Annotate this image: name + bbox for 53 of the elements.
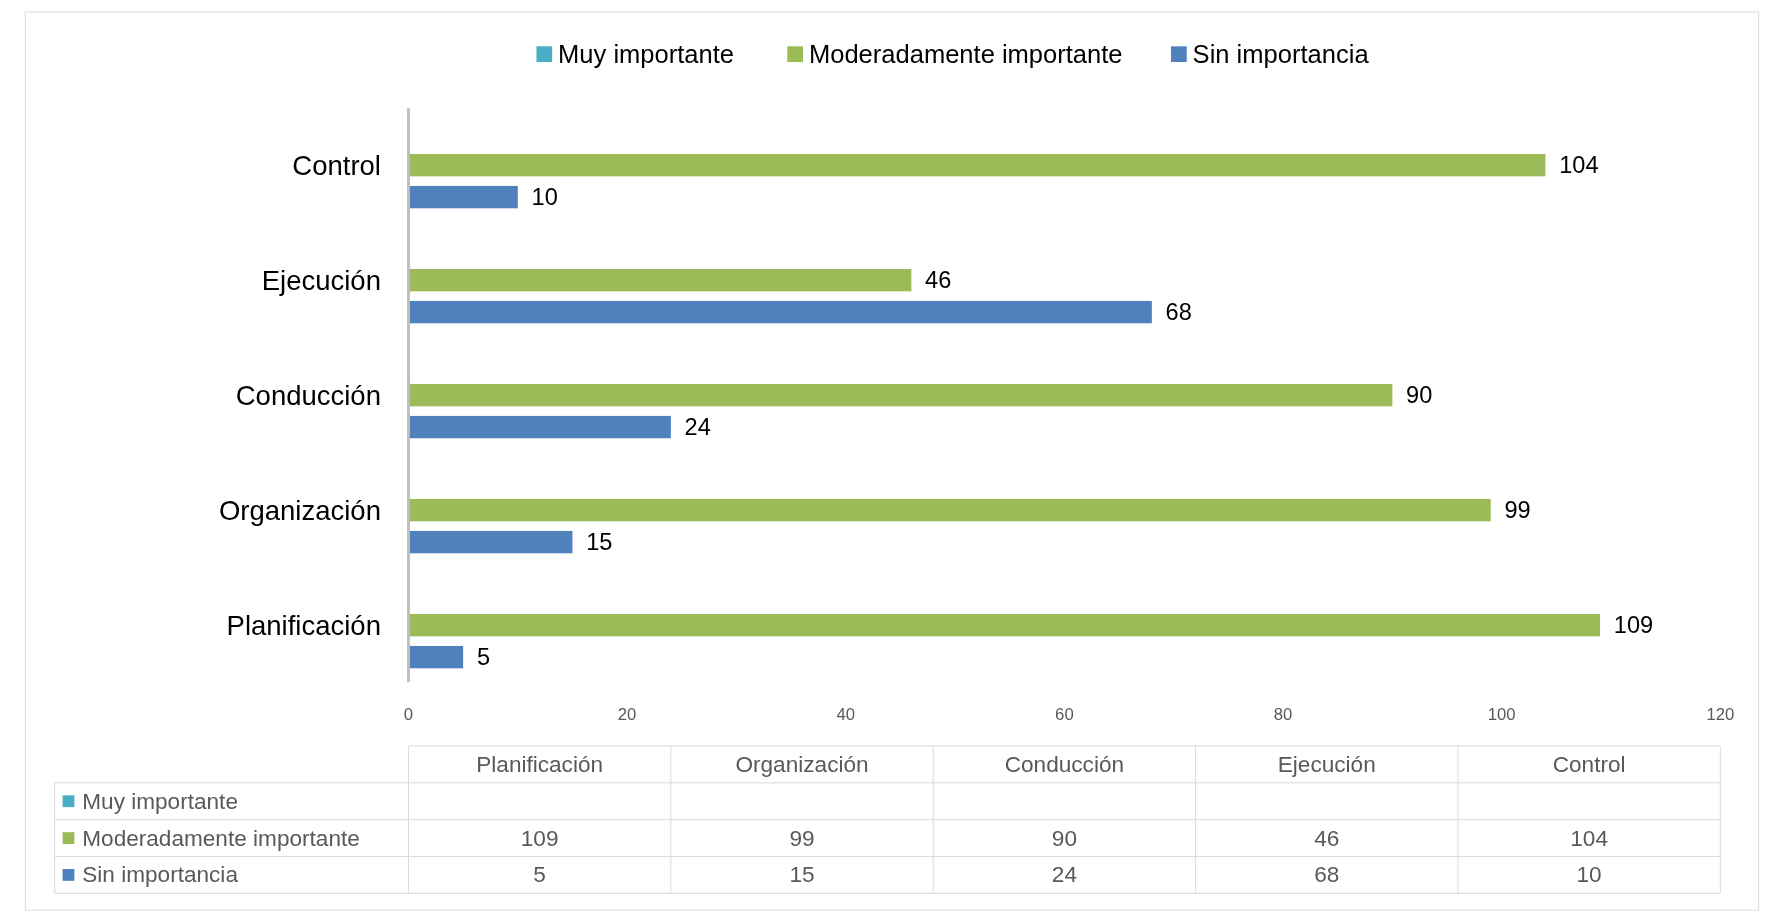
bar: [408, 645, 464, 669]
category-label: Planificación: [476, 751, 604, 777]
x-tick-label: 60: [1055, 705, 1074, 725]
legend-label: Moderadamente importante: [808, 40, 1123, 69]
legend-label: Muy importante: [558, 40, 735, 69]
data-label: 24: [684, 414, 711, 441]
data-label: 46: [925, 267, 952, 294]
data-label: 10: [531, 184, 558, 211]
bar: [408, 268, 912, 292]
y-tick-label: Planificación: [226, 609, 381, 641]
category-label: Organización: [735, 751, 869, 777]
category-label: Conducción: [1004, 751, 1125, 777]
bar: [408, 300, 1152, 324]
x-tick-label: 100: [1487, 705, 1516, 725]
x-tick-label: 0: [403, 705, 414, 725]
x-tick-label: 40: [836, 705, 856, 725]
category-label: Control: [1552, 751, 1626, 777]
bar: [408, 530, 573, 554]
data-label: 109: [1613, 612, 1654, 639]
data-label: 5: [476, 644, 491, 671]
x-tick-label: 80: [1273, 705, 1293, 725]
data-label: 90: [1051, 825, 1077, 851]
bar: [408, 153, 1546, 177]
bar: [408, 383, 1393, 407]
data-label: 104: [1559, 152, 1599, 179]
legend-label: Sin importancia: [82, 862, 239, 888]
data-label: 68: [1165, 299, 1192, 326]
data-label: 99: [1504, 497, 1531, 524]
data-label: 99: [789, 825, 815, 851]
legend-label: Moderadamente importante: [82, 825, 360, 851]
legend-label: Sin importancia: [1192, 40, 1370, 69]
data-label: 109: [520, 825, 559, 851]
y-tick-label: Conducción: [235, 379, 381, 411]
data-label: 10: [1576, 862, 1602, 888]
data-label: 46: [1314, 825, 1340, 851]
category-label: Ejecución: [1277, 751, 1376, 777]
data-label: 15: [789, 862, 815, 888]
data-label: 68: [1314, 862, 1340, 888]
data-label: 90: [1406, 382, 1433, 409]
y-tick-label: Control: [292, 149, 381, 181]
y-tick-label: Ejecución: [261, 264, 381, 296]
bar: [408, 415, 671, 439]
data-label: 104: [1570, 825, 1608, 851]
y-tick-label: Organización: [218, 494, 381, 526]
data-label: 5: [533, 862, 546, 888]
x-tick-label: 120: [1706, 705, 1735, 725]
legend-label: Muy importante: [82, 788, 238, 814]
data-label: 24: [1051, 862, 1077, 888]
bar: [408, 185, 518, 209]
bar: [408, 613, 1601, 637]
x-tick-label: 20: [617, 705, 637, 725]
bar: [408, 498, 1491, 522]
data-label: 15: [586, 529, 613, 556]
